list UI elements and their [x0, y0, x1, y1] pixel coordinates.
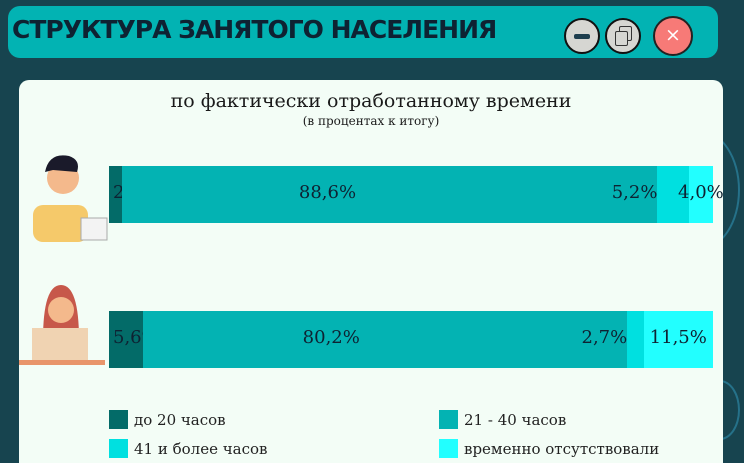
bar-segment [142, 311, 628, 368]
window-title: СТРУКТУРА ЗАНЯТОГО НАСЕЛЕНИЯ [12, 15, 497, 44]
restore-button[interactable] [605, 18, 641, 54]
woman-illustration-icon [19, 285, 105, 365]
legend-swatch [439, 410, 458, 429]
close-icon: × [665, 24, 681, 46]
data-label: 88,6% [298, 182, 357, 203]
legend-swatch [109, 439, 128, 458]
data-label: 4,0% [678, 182, 724, 203]
legend-item: временно отсутствовали [439, 439, 659, 458]
chart-subtitle: (в процентах к итогу) [302, 114, 440, 128]
legend-item: 41 и более часов [109, 439, 267, 458]
legend-swatch [109, 410, 128, 429]
bar-segment [122, 166, 658, 223]
minimize-icon [574, 34, 590, 39]
legend-item: 21 - 40 часов [439, 410, 566, 429]
bar-segment [109, 166, 123, 223]
title-bar: СТРУКТУРА ЗАНЯТОГО НАСЕЛЕНИЯ × [8, 6, 718, 58]
data-label: 5,2% [611, 182, 658, 203]
bar-segment [688, 166, 713, 223]
bar-women: 5,6% 80,2% 2,7% 11,5% [109, 311, 713, 368]
legend-item: до 20 часов [109, 410, 226, 429]
data-label: 2,7% [581, 327, 628, 348]
chart-title: по фактически отработанному времени [170, 90, 572, 112]
bar-segment [657, 166, 689, 223]
data-label: 80,2% [302, 327, 360, 348]
close-button[interactable]: × [653, 16, 693, 56]
restore-icon [615, 31, 628, 46]
bar-segment [627, 311, 644, 368]
bar-men: 2,2%88,6%5,2%4,0% [109, 166, 724, 223]
bar-segment [109, 311, 143, 368]
minimize-button[interactable] [564, 18, 600, 54]
man-illustration-icon [33, 155, 108, 242]
data-label: 11,5% [649, 327, 707, 348]
legend-swatch [439, 439, 458, 458]
bar-segment [643, 311, 713, 368]
chart-card: по фактически отработанному времени (в п… [19, 80, 724, 463]
